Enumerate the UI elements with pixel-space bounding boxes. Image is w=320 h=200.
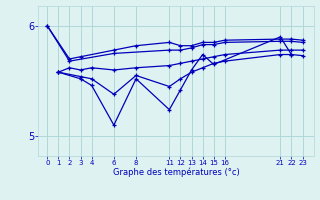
X-axis label: Graphe des températures (°c): Graphe des températures (°c) (113, 168, 239, 177)
